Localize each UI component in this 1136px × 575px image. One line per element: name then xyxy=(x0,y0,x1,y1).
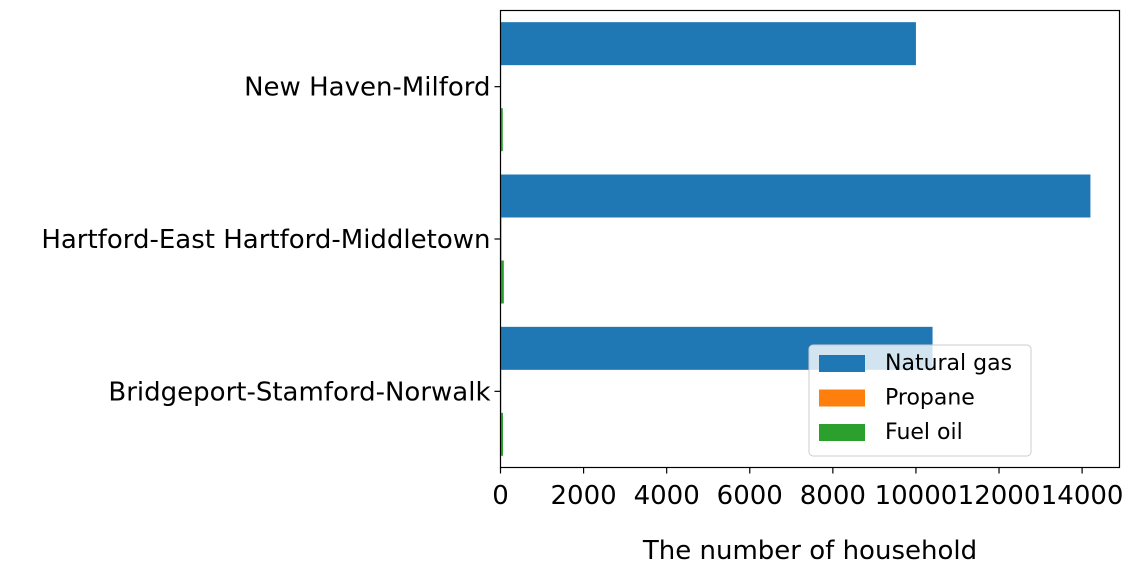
legend-label: Propane xyxy=(885,386,975,411)
bar xyxy=(500,412,503,456)
x-tick-label: 12000 xyxy=(958,481,1041,511)
y-tick-label: Hartford-East Hartford-Middletown xyxy=(41,225,490,255)
bar xyxy=(500,22,916,66)
x-tick-label: 6000 xyxy=(717,481,783,511)
bars-group xyxy=(500,22,1091,456)
x-tick-label: 14000 xyxy=(1041,481,1124,511)
y-tick-label: Bridgeport-Stamford-Norwalk xyxy=(108,377,490,407)
bar xyxy=(500,174,1091,218)
x-tick-label: 8000 xyxy=(800,481,866,511)
x-tick-label: 4000 xyxy=(634,481,700,511)
legend-swatch xyxy=(819,424,865,441)
legend-swatch xyxy=(819,355,865,372)
y-axis: Bridgeport-Stamford-Norwalk Hartford-East… xyxy=(41,73,501,407)
bar xyxy=(500,108,503,152)
x-tick-label: 0 xyxy=(492,481,509,511)
x-axis-label: The number of household xyxy=(642,536,977,566)
x-tick-label: 10000 xyxy=(875,481,958,511)
legend-swatch xyxy=(819,389,865,407)
legend: Natural gas Propane Fuel oil xyxy=(808,344,1032,457)
bar xyxy=(500,260,504,304)
legend-label: Fuel oil xyxy=(885,420,963,445)
y-tick-label: New Haven-Milford xyxy=(244,73,490,103)
legend-label: Natural gas xyxy=(885,351,1012,376)
x-axis: 0 2000 4000 6000 8000 10000 12000 14000 xyxy=(492,467,1124,511)
x-tick-label: 2000 xyxy=(551,481,617,511)
